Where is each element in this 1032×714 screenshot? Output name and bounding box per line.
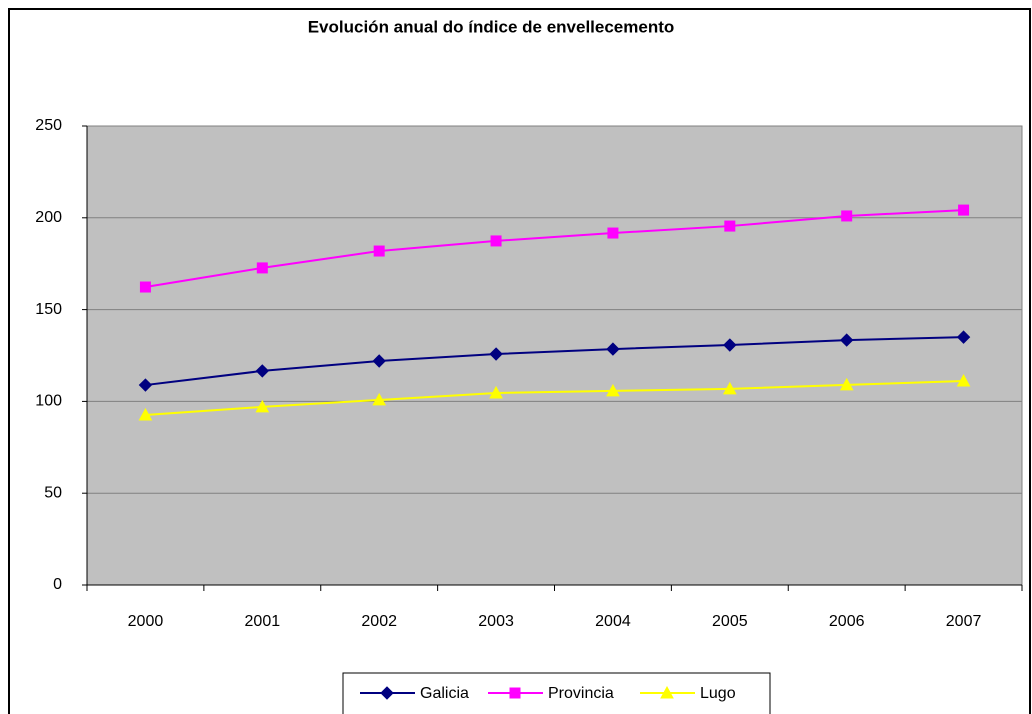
y-tick-label: 250 <box>35 117 62 134</box>
x-tick-label: 2001 <box>245 613 281 630</box>
marker <box>255 364 270 378</box>
legend-label: Provincia <box>548 685 614 702</box>
y-tick-label: 100 <box>35 393 62 410</box>
marker <box>373 245 385 257</box>
marker <box>839 333 854 347</box>
series-line <box>145 380 964 416</box>
marker <box>509 687 521 699</box>
marker <box>255 399 270 413</box>
plot-area <box>86 125 1023 586</box>
marker <box>958 204 970 216</box>
marker <box>660 685 674 699</box>
y-tick-label: 50 <box>44 484 62 501</box>
marker <box>606 383 620 397</box>
marker <box>256 262 268 274</box>
marker <box>138 407 153 421</box>
marker <box>606 342 620 356</box>
y-tick-label: 150 <box>35 301 62 318</box>
marker <box>380 686 394 700</box>
x-tick-label: 2006 <box>829 613 865 630</box>
x-tick-label: 2000 <box>128 613 164 630</box>
x-tick-label: 2003 <box>478 613 514 630</box>
marker <box>956 373 971 387</box>
x-tick-label: 2004 <box>595 613 631 630</box>
marker <box>490 235 502 247</box>
x-tick-label: 2007 <box>946 613 982 630</box>
legend-label: Lugo <box>700 685 736 702</box>
marker <box>138 378 153 392</box>
marker <box>724 220 736 232</box>
marker <box>607 227 619 239</box>
legend-label: Galicia <box>420 685 469 702</box>
marker <box>956 330 971 344</box>
marker <box>722 381 737 395</box>
chart-title: Evolución anual do índice de envelleceme… <box>308 17 675 36</box>
series-line <box>145 336 964 387</box>
marker <box>372 354 386 368</box>
x-tick-label: 2005 <box>712 613 748 630</box>
marker <box>841 210 853 222</box>
marker <box>139 281 151 293</box>
y-tick-label: 200 <box>35 209 62 226</box>
marker <box>723 338 737 352</box>
marker <box>372 392 387 406</box>
x-tick-label: 2002 <box>361 613 397 630</box>
series-line <box>145 209 964 289</box>
y-tick-label: 0 <box>53 576 62 593</box>
marker <box>839 377 854 391</box>
marker <box>489 385 503 399</box>
marker <box>489 347 503 361</box>
